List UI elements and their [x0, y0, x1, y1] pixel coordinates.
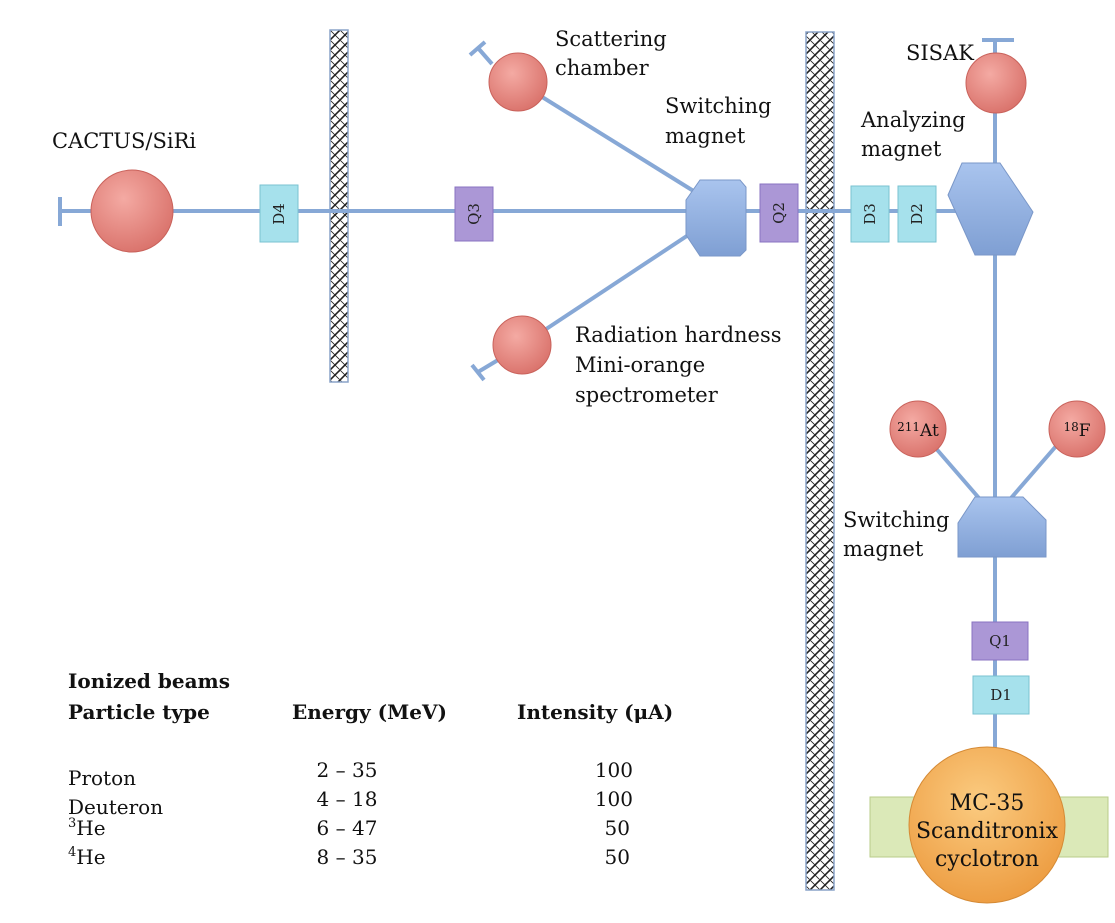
- radiation-label-2: Mini-orange: [575, 353, 705, 377]
- table-title: Ionized beams: [68, 669, 230, 693]
- branch-scattering: [516, 80, 710, 202]
- radiation-label-1: Radiation hardness: [575, 323, 782, 347]
- sisak-station: [965, 52, 1027, 114]
- quadrupole-q2: Q2: [759, 183, 799, 243]
- quadrupole-q3-label: Q3: [465, 203, 483, 225]
- at211-mass: 211: [897, 420, 920, 434]
- switching-top-label-2: magnet: [665, 124, 746, 148]
- dipole-d1: D1: [972, 675, 1030, 715]
- branch-radiation: [520, 220, 710, 347]
- quadrupole-q1-label: Q1: [989, 632, 1011, 650]
- at211-station: [889, 400, 947, 458]
- cyclotron-label-1: MC-35: [950, 791, 1025, 816]
- f18-station: [1048, 400, 1106, 458]
- table-header-particle: Particle type: [68, 700, 210, 724]
- particle-mass: 3: [68, 816, 76, 831]
- table-row-intensity: 50: [605, 845, 630, 869]
- particle-name: Deuteron: [68, 795, 163, 819]
- end-cap-scattering: [468, 40, 487, 57]
- particle-name: He: [76, 845, 105, 869]
- switching-bottom-label-2: magnet: [843, 537, 924, 561]
- at211-label: 211At: [897, 420, 939, 441]
- radiation-label-3: spectrometer: [575, 383, 719, 407]
- scattering-label-2: chamber: [555, 56, 650, 80]
- quadrupole-q3: Q3: [454, 186, 494, 242]
- scattering-label-1: Scattering: [555, 27, 667, 51]
- f18-mass: 18: [1063, 420, 1078, 434]
- table-header-intensity: Intensity (μA): [517, 700, 673, 724]
- table-row-energy: 8 – 35: [317, 845, 378, 869]
- f18-symbol: F: [1079, 421, 1091, 441]
- table-row-particle: Proton: [68, 766, 136, 790]
- analyzing-magnet: [947, 162, 1034, 256]
- stub-radiation: [476, 358, 500, 374]
- cactus-label: CACTUS/SiRi: [52, 129, 196, 153]
- table-row-particle: Deuteron: [68, 795, 163, 819]
- switching-bottom-label-1: Switching: [843, 508, 950, 532]
- sisak-label: SISAK: [906, 41, 974, 65]
- table-row-intensity: 100: [595, 787, 633, 811]
- quadrupole-q2-label: Q2: [770, 202, 788, 224]
- dipole-d3-label: D3: [861, 203, 879, 225]
- cactus-siri-station: [90, 169, 174, 253]
- particle-name: He: [76, 816, 105, 840]
- analyzing-label-2: magnet: [861, 137, 942, 161]
- table-row-energy: 2 – 35: [317, 758, 378, 782]
- dipole-d3: D3: [850, 185, 890, 243]
- shield-wall-left: [329, 29, 349, 383]
- table-row-intensity: 100: [595, 758, 633, 782]
- beam-end-caps: [58, 38, 1014, 382]
- dipole-d1-label: D1: [990, 686, 1012, 704]
- particle-mass: 4: [68, 845, 76, 860]
- table-row-particle: 3He: [68, 816, 106, 840]
- dipole-d4: D4: [259, 184, 299, 243]
- f18-label: 18F: [1063, 420, 1090, 441]
- table-header-energy: Energy (MeV): [292, 700, 447, 724]
- cyclotron-label-2: Scanditronix: [916, 819, 1059, 844]
- stub-scattering: [476, 46, 494, 66]
- ionized-beams-table: Ionized beams Particle type Energy (MeV)…: [68, 669, 673, 869]
- table-row-energy: 6 – 47: [317, 816, 378, 840]
- dipole-d2-label: D2: [908, 203, 926, 225]
- radiation-hardness-station: [492, 315, 552, 375]
- table-row-particle: 4He: [68, 845, 106, 869]
- dipole-d2: D2: [897, 185, 937, 243]
- switching-top-label-1: Switching: [665, 94, 772, 118]
- particle-name: Proton: [68, 766, 136, 790]
- cyclotron: MC-35 Scanditronix cyclotron: [869, 746, 1109, 904]
- cyclotron-body: [908, 746, 1066, 904]
- table-row-energy: 4 – 18: [317, 787, 378, 811]
- at211-symbol: At: [919, 421, 939, 441]
- scattering-chamber-station: [488, 52, 548, 112]
- table-row-intensity: 50: [605, 816, 630, 840]
- dipole-d4-label: D4: [270, 203, 288, 225]
- shield-wall-right: [805, 31, 835, 891]
- switching-magnet-top: [685, 179, 747, 257]
- end-cap-radiation: [470, 363, 486, 382]
- quadrupole-q1: Q1: [971, 621, 1029, 661]
- switching-magnet-bottom: [957, 496, 1047, 558]
- analyzing-label-1: Analyzing: [860, 108, 966, 132]
- cyclotron-label-3: cyclotron: [935, 847, 1039, 872]
